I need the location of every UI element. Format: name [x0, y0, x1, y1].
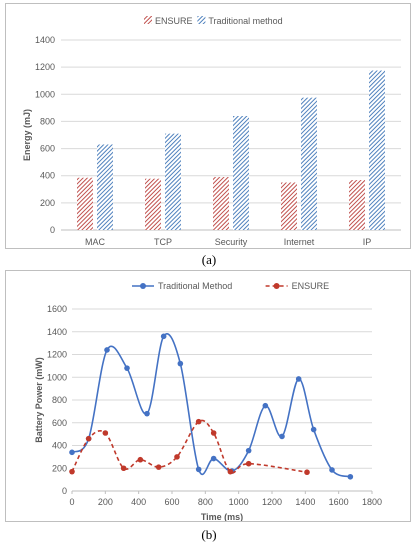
bar-ensure-tcp: [145, 178, 161, 230]
x-tick-label-4: IP: [363, 237, 372, 247]
y-tick-label-1: 200: [40, 198, 55, 208]
data-point-traditional-method-5: [160, 333, 167, 340]
legend-swatch-1: [197, 16, 206, 24]
data-point-ensure-7: [195, 418, 202, 425]
y-tick-label-5: 1000: [35, 89, 55, 99]
data-point-traditional-method-16: [347, 473, 354, 480]
data-point-ensure-2: [102, 430, 109, 436]
data-point-traditional-method-8: [210, 455, 217, 462]
y-tick-label-4: 800: [52, 395, 67, 405]
bar-ensure-mac: [77, 177, 93, 230]
energy-bar-chart-panel: ENSURE Traditional method 0 200 400 600 800 100…: [5, 3, 411, 249]
data-point-ensure-8: [210, 430, 217, 436]
caption-a: (a): [201, 252, 217, 267]
battery-power-line-chart-panel: Traditional Method ENSURE 0 200 400 600 800 100…: [5, 270, 411, 522]
y-tick-label-3: 600: [40, 144, 55, 154]
y-tick-label-2: 400: [40, 171, 55, 181]
x-tick-label-5: 1000: [229, 497, 249, 507]
data-point-ensure-6: [174, 454, 180, 460]
bar-traditional-method-security: [233, 116, 249, 230]
data-point-ensure-5: [155, 464, 162, 470]
bar-ensure-security: [213, 177, 229, 230]
y-tick-label-6: 1200: [35, 62, 55, 72]
y-axis-label: Energy (mJ): [22, 109, 32, 161]
data-point-traditional-method-2: [104, 347, 110, 353]
data-point-ensure-0: [69, 468, 75, 475]
data-point-traditional-method-12: [279, 433, 285, 440]
bar-traditional-method-ip: [369, 70, 385, 231]
x-tick-label-1: 200: [98, 497, 113, 507]
y-tick-label-8: 1600: [47, 304, 67, 314]
data-point-ensure-9: [227, 468, 234, 475]
series-line-traditional-method: [71, 333, 351, 478]
data-point-traditional-method-10: [245, 447, 252, 454]
data-point-ensure-3: [120, 465, 127, 472]
energy-bar-chart: ENSURE Traditional method 0 200 400 600 800 100…: [22, 16, 401, 247]
bar-traditional-method-tcp: [165, 133, 181, 230]
legend-marker-0: [140, 283, 146, 289]
x-tick-label-3: Internet: [284, 237, 315, 247]
data-point-traditional-method-14: [310, 426, 317, 433]
data-point-traditional-method-4: [144, 410, 150, 417]
data-point-traditional-method-0: [69, 449, 75, 456]
x-axis-label: Time (ms): [201, 512, 243, 521]
data-point-traditional-method-3: [124, 365, 130, 371]
x-tick-label-6: 1200: [262, 497, 282, 507]
x-tick-label-3: 600: [164, 497, 179, 507]
x-tick-label-1: TCP: [154, 237, 172, 247]
legend-marker-1: [273, 283, 280, 289]
bar-traditional-method-mac: [97, 144, 113, 230]
y-tick-label-6: 1200: [47, 350, 67, 360]
data-point-ensure-11: [304, 469, 310, 476]
data-point-ensure-1: [85, 435, 92, 442]
y-tick-label-5: 1000: [47, 372, 67, 382]
x-tick-label-0: 0: [69, 497, 74, 507]
data-point-traditional-method-13: [295, 376, 302, 382]
bar-ensure-internet: [281, 182, 297, 230]
bar-ensure-ip: [349, 180, 365, 230]
y-tick-label-1: 200: [52, 463, 67, 473]
legend-swatch-0: [144, 16, 152, 24]
data-point-ensure-4: [137, 456, 144, 463]
y-tick-label-7: 1400: [35, 35, 55, 45]
data-point-traditional-method-15: [329, 467, 335, 473]
series-line-ensure: [71, 419, 308, 474]
x-tick-label-2: Security: [215, 237, 248, 247]
data-point-traditional-method-11: [262, 402, 269, 409]
y-axis-label: Battery Power (mW): [34, 357, 44, 443]
legend-label-1: Traditional method: [208, 16, 282, 26]
bar-traditional-method-internet: [301, 97, 317, 230]
y-tick-label-0: 0: [50, 225, 55, 235]
legend-label-0: ENSURE: [155, 16, 193, 26]
caption-b: (b): [201, 527, 217, 542]
data-point-traditional-method-6: [177, 360, 184, 367]
y-tick-label-4: 800: [40, 116, 55, 126]
x-tick-label-8: 1600: [329, 497, 349, 507]
x-tick-label-2: 400: [131, 497, 146, 507]
x-tick-label-4: 800: [198, 497, 213, 507]
data-point-ensure-10: [245, 460, 252, 467]
battery-power-line-chart: Traditional Method ENSURE 0 200 400 600 800 100…: [34, 281, 382, 522]
legend-label-1: ENSURE: [292, 281, 330, 291]
y-tick-label-0: 0: [62, 486, 67, 496]
y-tick-label-3: 600: [52, 418, 67, 428]
legend-label-0: Traditional Method: [158, 281, 232, 291]
y-tick-label-2: 400: [52, 441, 67, 451]
x-tick-label-7: 1400: [295, 497, 315, 507]
data-point-traditional-method-7: [195, 466, 202, 473]
x-tick-label-9: 1800: [362, 497, 382, 507]
x-tick-label-0: MAC: [85, 237, 106, 247]
y-tick-label-7: 1400: [47, 327, 67, 337]
